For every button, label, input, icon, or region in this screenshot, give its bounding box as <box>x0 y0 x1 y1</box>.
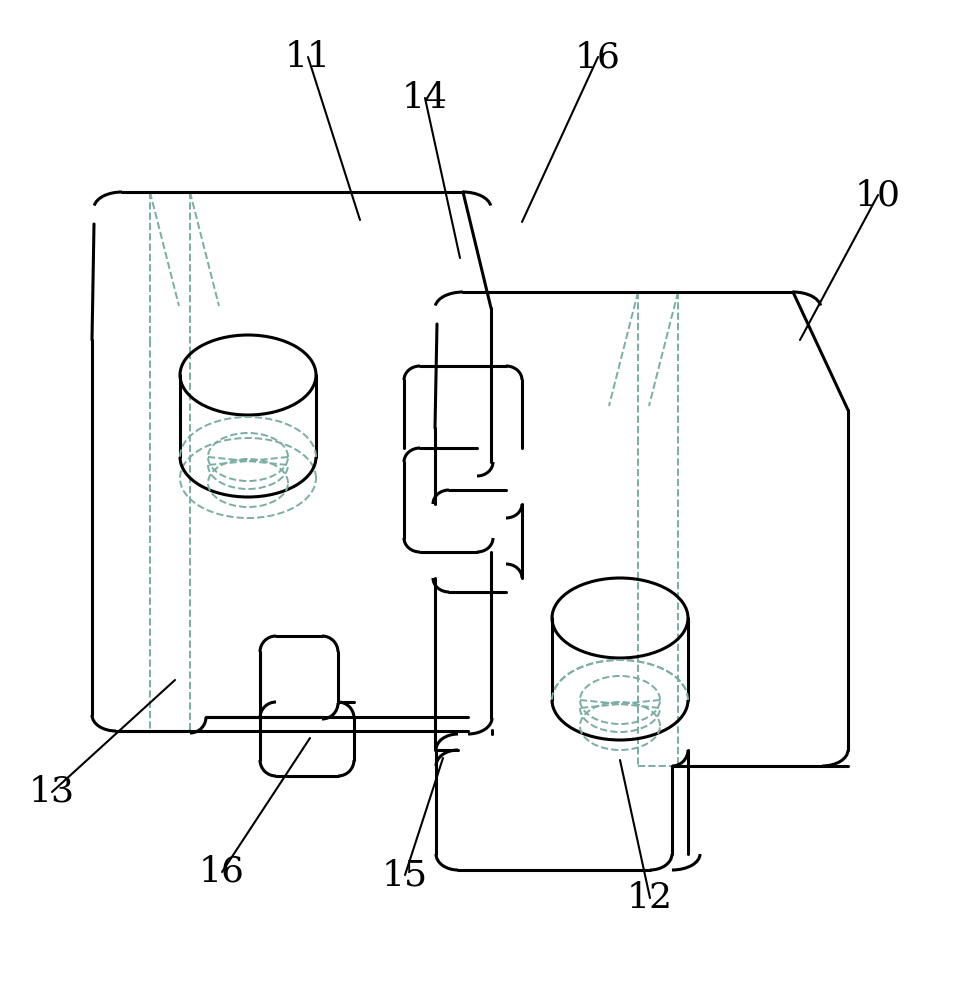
Text: 12: 12 <box>627 881 673 915</box>
Text: 14: 14 <box>402 81 448 115</box>
Text: 10: 10 <box>855 178 901 212</box>
Text: 11: 11 <box>285 40 331 74</box>
Text: 13: 13 <box>29 775 75 809</box>
Text: 16: 16 <box>199 855 245 889</box>
Text: 16: 16 <box>575 40 621 74</box>
Text: 15: 15 <box>382 858 428 892</box>
